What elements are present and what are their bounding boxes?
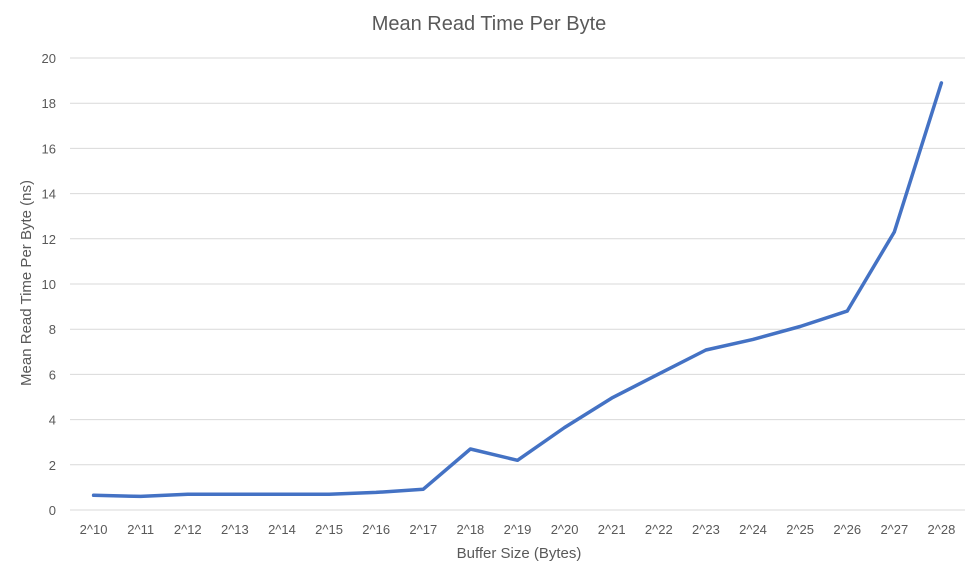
x-tick-label: 2^20: [551, 522, 579, 537]
data-point: [845, 309, 849, 313]
data-point: [421, 487, 425, 491]
data-point: [610, 396, 614, 400]
y-tick-label: 14: [42, 187, 56, 202]
data-point: [657, 372, 661, 376]
y-tick-label: 4: [49, 413, 56, 428]
x-tick-label: 2^25: [786, 522, 814, 537]
y-axis-label: Mean Read Time Per Byte (ns): [18, 180, 35, 386]
x-tick-label: 2^10: [80, 522, 108, 537]
y-tick-label: 12: [42, 232, 56, 247]
y-tick-label: 2: [49, 458, 56, 473]
data-point: [374, 490, 378, 494]
y-tick-label: 8: [49, 322, 56, 337]
x-tick-label: 2^17: [409, 522, 437, 537]
y-tick-label: 6: [49, 367, 56, 382]
data-point: [280, 492, 284, 496]
data-point: [751, 337, 755, 341]
data-point: [233, 492, 237, 496]
chart-title: Mean Read Time Per Byte: [372, 13, 607, 35]
x-tick-label: 2^19: [504, 522, 532, 537]
data-point: [939, 81, 943, 85]
y-tick-label: 18: [42, 96, 56, 111]
x-tick-label: 2^18: [456, 522, 484, 537]
x-tick-label: 2^22: [645, 522, 673, 537]
data-point: [516, 458, 519, 462]
y-axis-ticks: 0 2 4 6 8 10 12 14 16 18 20: [42, 51, 56, 518]
x-tick-label: 2^12: [174, 522, 202, 537]
data-point: [704, 348, 708, 352]
data-point: [563, 426, 567, 430]
y-tick-label: 16: [42, 141, 56, 156]
x-axis-label: Buffer Size (Bytes): [457, 545, 582, 562]
y-tick-label: 20: [42, 51, 56, 66]
x-tick-label: 2^13: [221, 522, 249, 537]
x-tick-label: 2^16: [362, 522, 390, 537]
gridlines: [70, 57, 965, 511]
x-tick-label: 2^11: [127, 522, 154, 537]
data-point: [92, 493, 96, 497]
data-point: [892, 230, 896, 234]
x-tick-label: 2^27: [880, 522, 908, 537]
data-point: [798, 324, 802, 328]
x-tick-label: 2^15: [315, 522, 343, 537]
data-point: [468, 447, 472, 451]
x-tick-label: 2^24: [739, 522, 767, 537]
x-tick-label: 2^21: [598, 522, 626, 537]
data-point: [327, 492, 331, 496]
x-tick-label: 2^23: [692, 522, 720, 537]
series-layer: [91, 81, 944, 499]
y-tick-label: 0: [49, 503, 56, 518]
x-tick-label: 2^26: [833, 522, 861, 537]
x-tick-label: 2^28: [928, 522, 956, 537]
y-tick-label: 10: [42, 277, 56, 292]
x-tick-label: 2^14: [268, 522, 296, 537]
data-point: [139, 494, 143, 498]
series-line-0: [91, 81, 944, 499]
x-axis-ticks: 2^10 2^11 2^12 2^13 2^14 2^15 2^16 2^17 2^18 2^19…: [80, 522, 956, 537]
data-point: [186, 492, 190, 496]
